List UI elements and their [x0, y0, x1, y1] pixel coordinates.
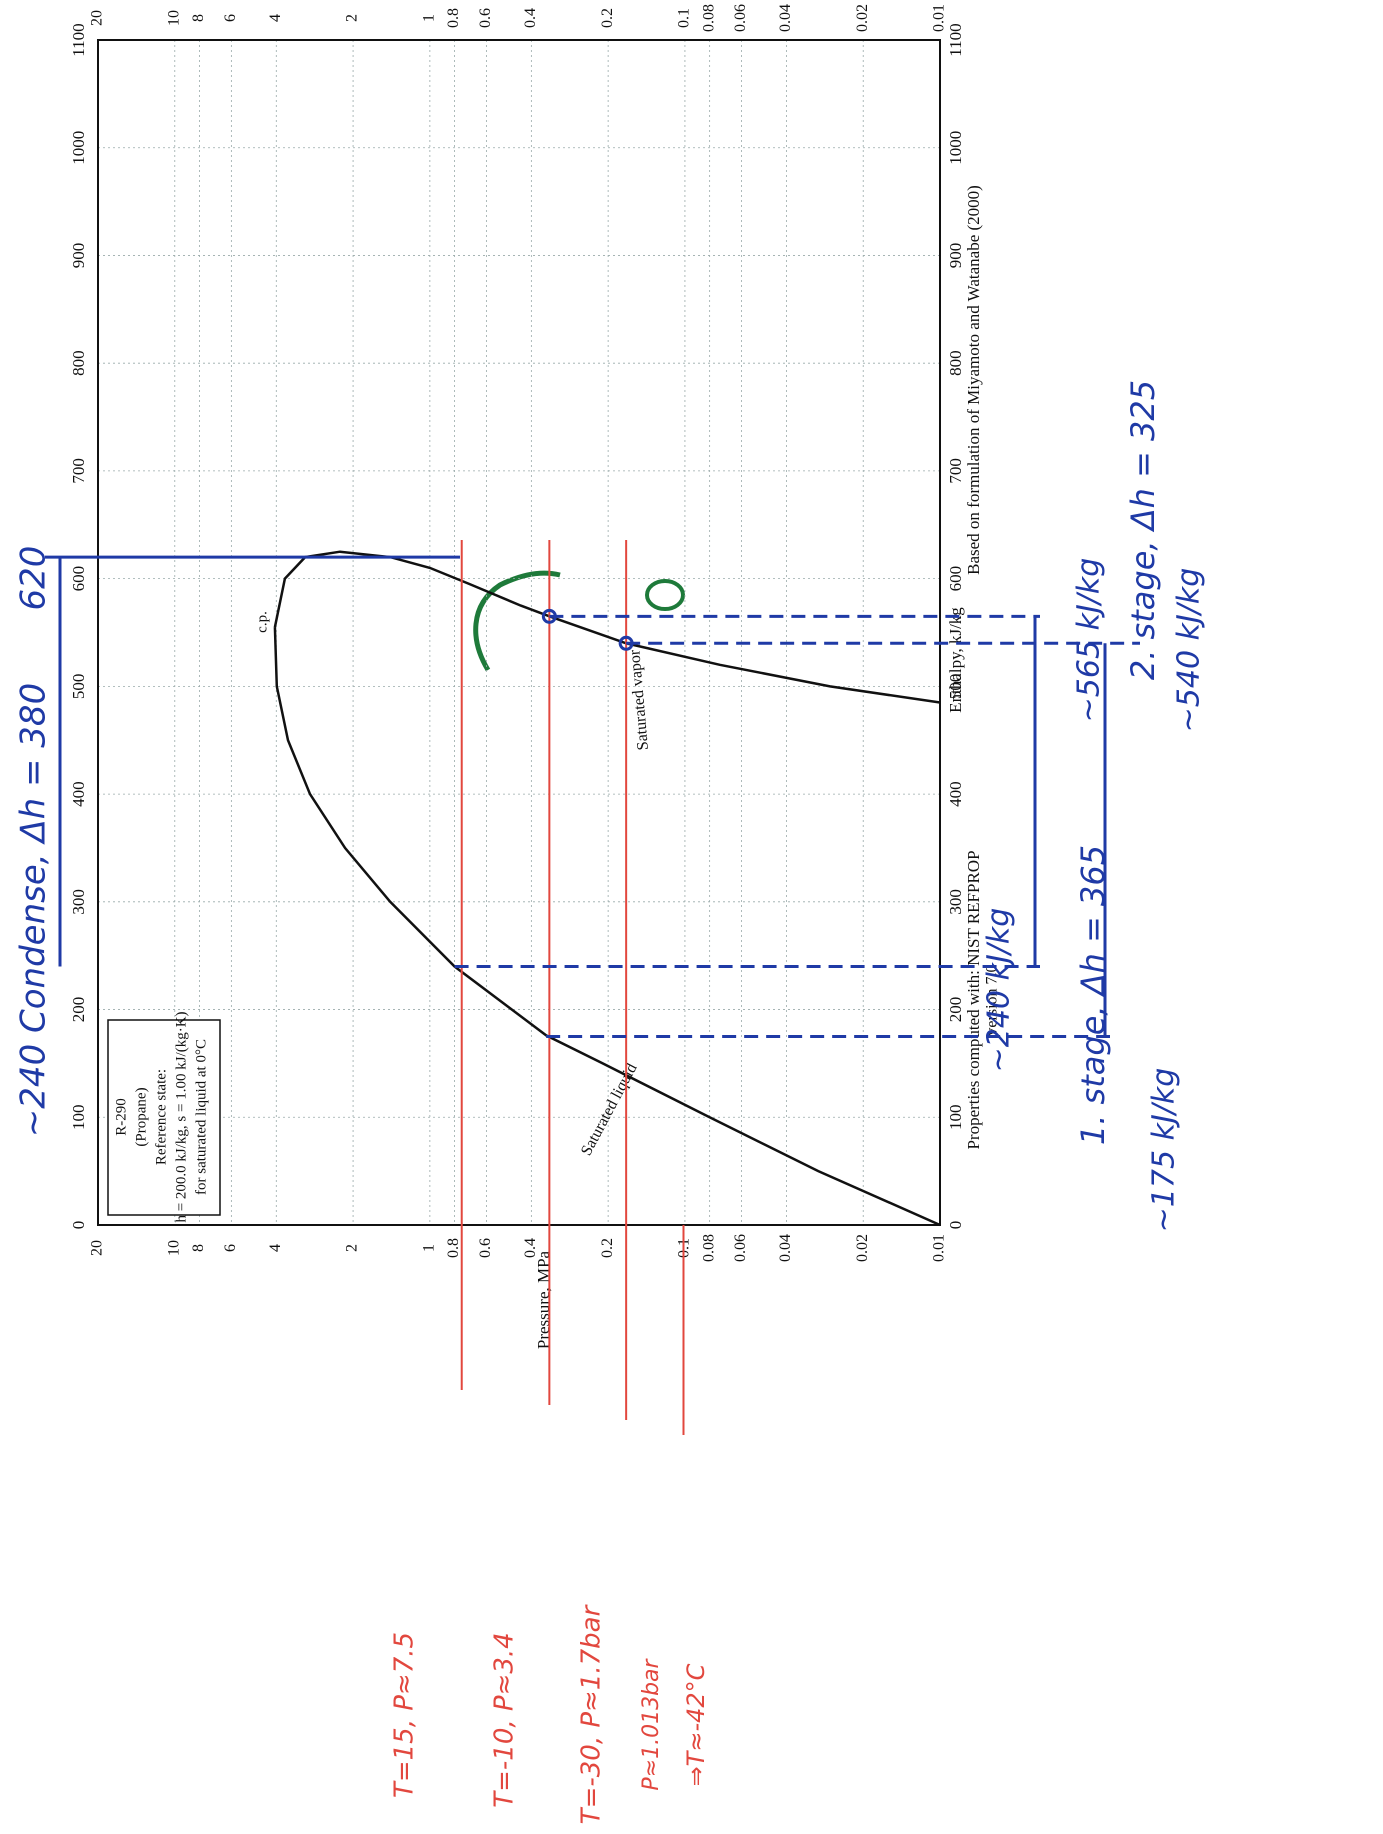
y-tick-label: 0.6: [477, 1238, 494, 1258]
x-tick-label: 0: [69, 1221, 88, 1230]
y-tick-label: 20: [89, 1240, 106, 1256]
x-tick-label: 200: [946, 997, 965, 1023]
x-tick-label: 0: [946, 1221, 965, 1230]
info-text: Reference state:: [153, 1069, 169, 1165]
footnote: Properties computed with: NIST REFPROP: [964, 850, 983, 1149]
x-tick-label: 800: [69, 350, 88, 376]
info-text: for saturated liquid at 0°C: [193, 1039, 209, 1195]
y-tick-label: 0.2: [599, 1238, 616, 1258]
y-tick-label: 10: [165, 10, 182, 26]
y-tick-label: 1: [421, 1244, 438, 1252]
y-tick-label: 0.6: [477, 8, 494, 28]
cp-label: c.p.: [254, 611, 270, 633]
y-tick-label: 4: [267, 1244, 284, 1252]
x-tick-label: 300: [69, 889, 88, 915]
state-marker: [618, 635, 634, 651]
handwritten-note: ~565 kJ/kg: [1072, 558, 1107, 723]
y-tick-label: 0.8: [445, 8, 462, 28]
info-box: [107, 1019, 221, 1216]
y-tick-label: 2: [344, 1244, 361, 1252]
x-tick-label: 600: [946, 566, 965, 592]
y-tick-label: 8: [190, 1244, 207, 1252]
handwritten-note: 2. stage, Δh = 325: [1124, 380, 1162, 680]
y-tick-label: 4: [267, 14, 284, 22]
saturation-curve: [273, 627, 941, 1227]
y-tick-label: 0.04: [777, 1234, 794, 1262]
y-tick-label: 0.06: [732, 1234, 749, 1262]
handwritten-note: 620: [14, 546, 54, 611]
x-tick-label: 400: [69, 781, 88, 807]
y-tick-label: 0.4: [522, 8, 539, 28]
y-tick-label: 0.1: [676, 8, 693, 28]
y-tick-label: 8: [190, 14, 207, 22]
handwritten-note: ~240 kJ/kg: [982, 908, 1017, 1073]
y-tick-label: 1: [421, 14, 438, 22]
handwritten-note: T=-30, P≈1.7bar: [577, 1603, 607, 1824]
y-tick-label: 0.2: [599, 8, 616, 28]
x-tick-label: 100: [69, 1105, 88, 1131]
y-tick-label: 0.02: [854, 4, 871, 32]
handwritten-note: 1. stage, Δh = 365: [1074, 845, 1112, 1145]
x-tick-label: 500: [946, 674, 965, 700]
x-tick-label: 100: [946, 1105, 965, 1131]
state-marker: [541, 608, 557, 624]
handwritten-note: T=-10, P≈3.4: [490, 1632, 520, 1807]
info-text: R-290: [113, 1098, 129, 1136]
y-tick-label: 10: [165, 1240, 182, 1256]
info-text: h = 200.0 kJ/kg, s = 1.00 kJ/(kg·K): [173, 1011, 189, 1222]
y-tick-label: 0.04: [777, 4, 794, 32]
y-tick-label: 0.01: [931, 4, 948, 32]
handwritten-note: T=15, P≈7.5: [390, 1632, 420, 1798]
x-tick-label: 600: [69, 566, 88, 592]
footnote: version 7.0: [984, 964, 1001, 1035]
x-tick-label: 900: [946, 243, 965, 268]
y-tick-label: 0.08: [700, 1234, 717, 1262]
plot-frame: [97, 39, 941, 1226]
x-tick-label: 1100: [946, 23, 965, 56]
x-tick-label: 900: [69, 243, 88, 268]
green-stroke: [473, 570, 561, 672]
x-tick-label: 800: [946, 350, 965, 376]
info-text: (Propane): [133, 1087, 149, 1146]
handwritten-note: P≈1.013bar: [639, 1657, 664, 1790]
y-tick-label: 2: [344, 14, 361, 22]
green-circle: [645, 579, 685, 611]
x-tick-label: 300: [946, 889, 965, 915]
x-axis-title: Enthalpy, kJ/kg: [946, 607, 965, 713]
x-tick-label: 1000: [69, 131, 88, 165]
y-tick-label: 0.08: [700, 4, 717, 32]
y-tick-label: 6: [222, 1244, 239, 1252]
x-tick-label: 700: [69, 458, 88, 484]
y-tick-label: 0.06: [732, 4, 749, 32]
handwritten-note: ~240 Condense, Δh = 380: [14, 683, 54, 1137]
y-axis-title: Pressure, MPa: [534, 1250, 553, 1349]
x-tick-label: 1000: [946, 131, 965, 165]
y-tick-label: 20: [89, 10, 106, 26]
y-tick-label: 0.4: [522, 1238, 539, 1258]
handwritten-note: ⇒T≈-42°C: [682, 1663, 710, 1786]
x-tick-label: 1100: [69, 23, 88, 56]
y-tick-label: 0.8: [445, 1238, 462, 1258]
x-tick-label: 500: [69, 674, 88, 700]
handwritten-note: ~540 kJ/kg: [1172, 568, 1207, 733]
x-tick-label: 400: [946, 781, 965, 807]
footnote: Based on formulation of Miyamoto and Wat…: [964, 185, 983, 575]
handwritten-note: ~175 kJ/kg: [1147, 1068, 1182, 1233]
y-tick-label: 0.01: [931, 1234, 948, 1262]
x-tick-label: 200: [69, 997, 88, 1023]
y-tick-label: 6: [222, 14, 239, 22]
y-tick-label: 0.02: [854, 1234, 871, 1262]
x-tick-label: 700: [946, 458, 965, 484]
